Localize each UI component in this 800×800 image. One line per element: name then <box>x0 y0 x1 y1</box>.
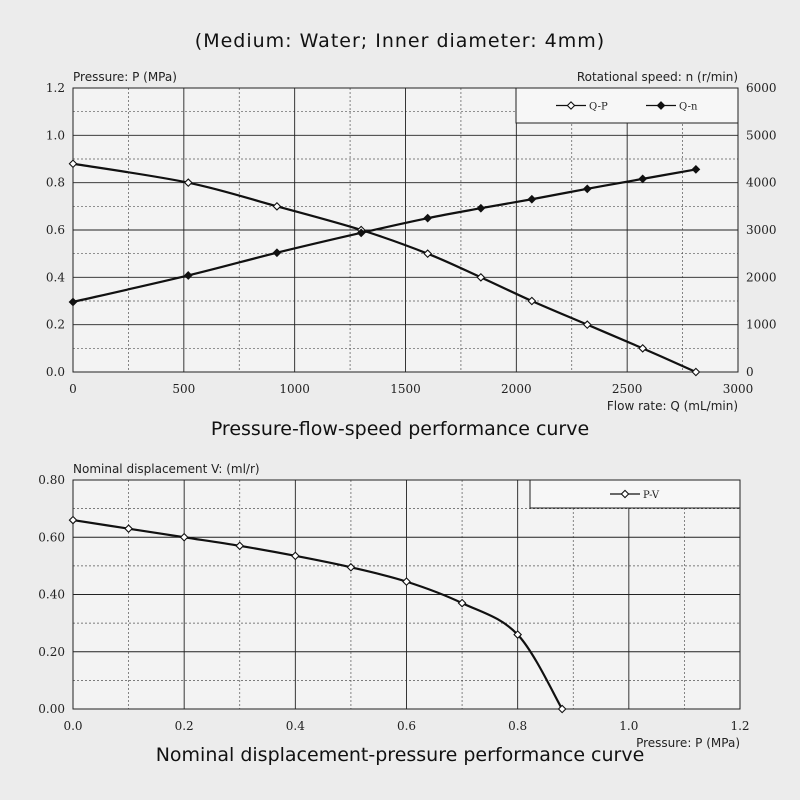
y-tick-label: 0.6 <box>46 223 65 237</box>
chart1-plot: 0 500 1000 1500 2000 2500 3000 0.0 0.2 0.4 0.6 0.8 1… <box>46 70 777 413</box>
x-tick-label: 1500 <box>390 382 421 396</box>
y-tick-label: 0.00 <box>38 702 65 716</box>
x-tick-label: 1.2 <box>730 719 749 733</box>
data-point-P-V <box>457 598 467 608</box>
x-tick-label: 0 <box>69 382 77 396</box>
x-tick-label: 0.8 <box>508 719 527 733</box>
legend-marker-Q-P <box>566 101 576 110</box>
data-point-Q-P <box>183 178 193 188</box>
chart2-title: Nominal displacement-pressure performanc… <box>155 744 645 766</box>
x-tick-label: 500 <box>172 382 195 396</box>
x-tick-label: 0.6 <box>397 719 416 733</box>
legend-marker-P-V <box>620 489 630 499</box>
data-point-P-V <box>124 524 133 534</box>
data-point-P-V <box>68 515 78 525</box>
x-tick-label: 0.0 <box>63 719 82 733</box>
x-tick-label: 3000 <box>723 382 754 396</box>
y-tick-label: 1.2 <box>46 81 65 95</box>
data-point-Q-P <box>527 296 537 306</box>
data-point-Q-n <box>356 228 366 238</box>
chart1-title: Pressure-flow-speed performance curve <box>210 418 590 440</box>
data-point-Q-n <box>476 203 486 213</box>
x-tick-label: 1000 <box>279 382 310 396</box>
y-tick-label: 0.0 <box>46 365 65 379</box>
data-point-Q-n <box>582 184 592 194</box>
y-tick-label: 0.2 <box>46 318 65 332</box>
x-tick-label: 1.0 <box>619 719 638 733</box>
x-tick-label: 0.2 <box>175 719 194 733</box>
legend-label-Q-P: Q-P <box>589 102 608 113</box>
data-point-Q-P <box>68 159 78 169</box>
y2-tick-label: 4000 <box>746 176 777 190</box>
data-point-Q-n <box>272 248 282 258</box>
y-tick-label: 0.4 <box>46 270 65 284</box>
y-tick-label: 0.20 <box>38 645 65 659</box>
plot-frame <box>72 87 739 373</box>
data-point-P-V <box>402 577 411 586</box>
legend-marker-Q-n <box>656 101 666 110</box>
y2-tick-label: 1000 <box>746 318 777 332</box>
x-axis-label: Flow rate: Q (mL/min) <box>607 399 738 413</box>
data-point-P-V <box>235 541 245 551</box>
plot-frame <box>72 479 741 710</box>
data-point-P-V <box>179 532 189 542</box>
x-tick-label: 2500 <box>612 382 643 396</box>
data-point-Q-n <box>183 271 193 280</box>
y2-tick-label: 6000 <box>746 81 777 95</box>
data-point-Q-P <box>423 249 433 259</box>
y-tick-label: 0.40 <box>38 588 65 602</box>
data-point-Q-n <box>423 213 433 223</box>
data-point-Q-n <box>638 174 648 184</box>
series-line-P-V <box>72 518 564 710</box>
data-point-P-V <box>346 562 356 572</box>
chart2-plot: 0.0 0.2 0.4 0.6 0.8 1.0 1.2 0.00 0.20 0.40 0.60 0.8… <box>38 462 749 750</box>
data-point-Q-P <box>272 201 282 211</box>
y2-tick-label: 3000 <box>746 223 777 237</box>
y2-axis-label: Rotational speed: n (r/min) <box>577 70 738 84</box>
y-tick-label: 0.80 <box>38 473 65 487</box>
legend-label-P-V: P-V <box>643 490 660 501</box>
data-point-Q-P <box>476 272 486 282</box>
y2-tick-label: 5000 <box>746 128 777 142</box>
legend-box <box>515 87 739 124</box>
data-point-P-V <box>290 551 300 561</box>
data-point-Q-P <box>638 343 648 353</box>
data-point-Q-n <box>691 165 701 174</box>
x-tick-label: 2000 <box>501 382 532 396</box>
data-point-P-V <box>557 704 567 714</box>
data-point-Q-P <box>691 367 701 377</box>
y-tick-label: 0.8 <box>46 176 65 190</box>
data-point-Q-n <box>68 297 78 307</box>
y-tick-label: 1.0 <box>46 128 65 142</box>
data-point-Q-P <box>582 320 592 330</box>
y2-tick-label: 0 <box>746 365 754 379</box>
x-axis-label: Pressure: P (MPa) <box>636 736 740 750</box>
y-axis-label: Pressure: P (MPa) <box>73 70 177 84</box>
data-point-Q-n <box>527 194 537 204</box>
main-title: (Medium: Water; Inner diameter: 4mm) <box>194 30 606 52</box>
y-axis-label: Nominal displacement V: (ml/r) <box>73 462 260 476</box>
y2-tick-label: 2000 <box>746 270 777 284</box>
legend-label-Q-n: Q-n <box>679 102 698 113</box>
data-point-P-V <box>513 630 523 639</box>
y-tick-label: 0.60 <box>38 530 65 544</box>
x-tick-label: 0.4 <box>286 719 305 733</box>
